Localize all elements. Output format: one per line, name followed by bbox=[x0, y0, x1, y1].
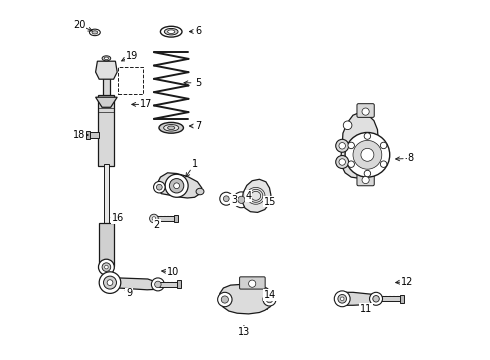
Text: 9: 9 bbox=[126, 288, 132, 298]
Text: 20: 20 bbox=[73, 20, 86, 30]
Ellipse shape bbox=[168, 126, 175, 130]
FancyBboxPatch shape bbox=[357, 173, 374, 186]
Ellipse shape bbox=[160, 26, 182, 37]
Polygon shape bbox=[116, 278, 159, 290]
Text: 17: 17 bbox=[140, 99, 152, 109]
Circle shape bbox=[336, 139, 349, 152]
Circle shape bbox=[102, 263, 111, 271]
Text: 13: 13 bbox=[238, 327, 250, 337]
Circle shape bbox=[99, 272, 121, 293]
Circle shape bbox=[155, 281, 161, 288]
Ellipse shape bbox=[90, 29, 100, 36]
Circle shape bbox=[364, 170, 370, 177]
Circle shape bbox=[170, 179, 184, 193]
Circle shape bbox=[107, 280, 113, 285]
Circle shape bbox=[104, 265, 108, 269]
Ellipse shape bbox=[168, 30, 175, 33]
Circle shape bbox=[233, 192, 249, 208]
Text: 12: 12 bbox=[401, 276, 413, 287]
Circle shape bbox=[238, 196, 245, 203]
Polygon shape bbox=[339, 292, 379, 305]
FancyBboxPatch shape bbox=[104, 164, 109, 230]
Circle shape bbox=[373, 296, 379, 302]
Circle shape bbox=[165, 174, 188, 197]
Polygon shape bbox=[242, 179, 271, 212]
Circle shape bbox=[218, 292, 232, 307]
Circle shape bbox=[334, 291, 350, 307]
Circle shape bbox=[174, 183, 179, 189]
Circle shape bbox=[343, 121, 352, 130]
Ellipse shape bbox=[92, 31, 98, 34]
Ellipse shape bbox=[196, 188, 204, 195]
FancyBboxPatch shape bbox=[240, 277, 265, 289]
Ellipse shape bbox=[164, 28, 178, 35]
Ellipse shape bbox=[102, 56, 111, 61]
Circle shape bbox=[345, 132, 390, 177]
Circle shape bbox=[341, 297, 344, 301]
Text: 2: 2 bbox=[154, 220, 160, 230]
Circle shape bbox=[149, 214, 158, 223]
Text: 7: 7 bbox=[195, 121, 201, 131]
Ellipse shape bbox=[159, 122, 183, 133]
Circle shape bbox=[152, 217, 156, 220]
Text: 10: 10 bbox=[167, 267, 179, 277]
Ellipse shape bbox=[104, 57, 109, 59]
Circle shape bbox=[369, 292, 383, 305]
Polygon shape bbox=[96, 61, 117, 79]
FancyBboxPatch shape bbox=[98, 95, 114, 166]
Circle shape bbox=[151, 278, 164, 291]
Circle shape bbox=[223, 196, 229, 202]
Text: 18: 18 bbox=[74, 130, 86, 140]
Text: 3: 3 bbox=[231, 195, 237, 205]
FancyBboxPatch shape bbox=[89, 132, 99, 138]
FancyBboxPatch shape bbox=[103, 78, 110, 108]
Circle shape bbox=[103, 276, 117, 289]
Text: 8: 8 bbox=[408, 153, 414, 163]
Circle shape bbox=[336, 156, 349, 168]
Circle shape bbox=[380, 142, 387, 149]
Text: 4: 4 bbox=[245, 191, 252, 201]
Circle shape bbox=[362, 108, 369, 115]
Ellipse shape bbox=[164, 125, 179, 131]
Circle shape bbox=[353, 140, 382, 169]
Circle shape bbox=[362, 176, 369, 184]
Circle shape bbox=[339, 159, 345, 165]
Polygon shape bbox=[157, 173, 202, 198]
FancyBboxPatch shape bbox=[159, 282, 180, 287]
FancyBboxPatch shape bbox=[86, 131, 90, 139]
Text: 11: 11 bbox=[360, 303, 372, 314]
Text: 5: 5 bbox=[195, 78, 201, 88]
Polygon shape bbox=[341, 112, 378, 178]
Text: 6: 6 bbox=[195, 26, 201, 36]
Text: 19: 19 bbox=[125, 51, 138, 61]
Polygon shape bbox=[96, 97, 117, 107]
Circle shape bbox=[156, 184, 162, 190]
Circle shape bbox=[364, 133, 370, 139]
Circle shape bbox=[220, 192, 233, 205]
FancyBboxPatch shape bbox=[400, 295, 404, 303]
Polygon shape bbox=[219, 284, 274, 314]
Text: 14: 14 bbox=[264, 290, 276, 300]
Circle shape bbox=[221, 296, 228, 303]
FancyBboxPatch shape bbox=[153, 216, 176, 221]
Circle shape bbox=[98, 259, 114, 275]
Circle shape bbox=[348, 142, 354, 149]
FancyBboxPatch shape bbox=[174, 215, 178, 222]
Circle shape bbox=[339, 143, 345, 149]
FancyBboxPatch shape bbox=[99, 223, 114, 266]
FancyBboxPatch shape bbox=[177, 280, 181, 288]
Circle shape bbox=[380, 161, 387, 167]
Circle shape bbox=[338, 294, 346, 303]
Circle shape bbox=[153, 181, 165, 193]
Text: 1: 1 bbox=[192, 159, 197, 169]
Circle shape bbox=[348, 161, 354, 167]
Text: 15: 15 bbox=[264, 197, 276, 207]
Circle shape bbox=[263, 293, 276, 306]
FancyBboxPatch shape bbox=[357, 104, 374, 117]
FancyBboxPatch shape bbox=[381, 296, 403, 301]
Circle shape bbox=[248, 280, 256, 287]
Circle shape bbox=[266, 296, 273, 303]
Text: 16: 16 bbox=[112, 213, 124, 223]
Circle shape bbox=[361, 148, 374, 161]
